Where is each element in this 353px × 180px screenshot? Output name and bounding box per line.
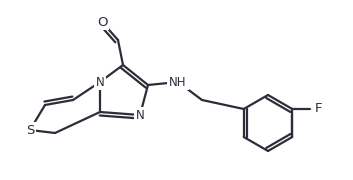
Text: F: F (315, 102, 322, 116)
Text: S: S (26, 123, 34, 136)
Text: N: N (96, 75, 104, 89)
Text: O: O (97, 15, 107, 28)
Text: N: N (136, 109, 144, 122)
Text: NH: NH (169, 75, 187, 89)
